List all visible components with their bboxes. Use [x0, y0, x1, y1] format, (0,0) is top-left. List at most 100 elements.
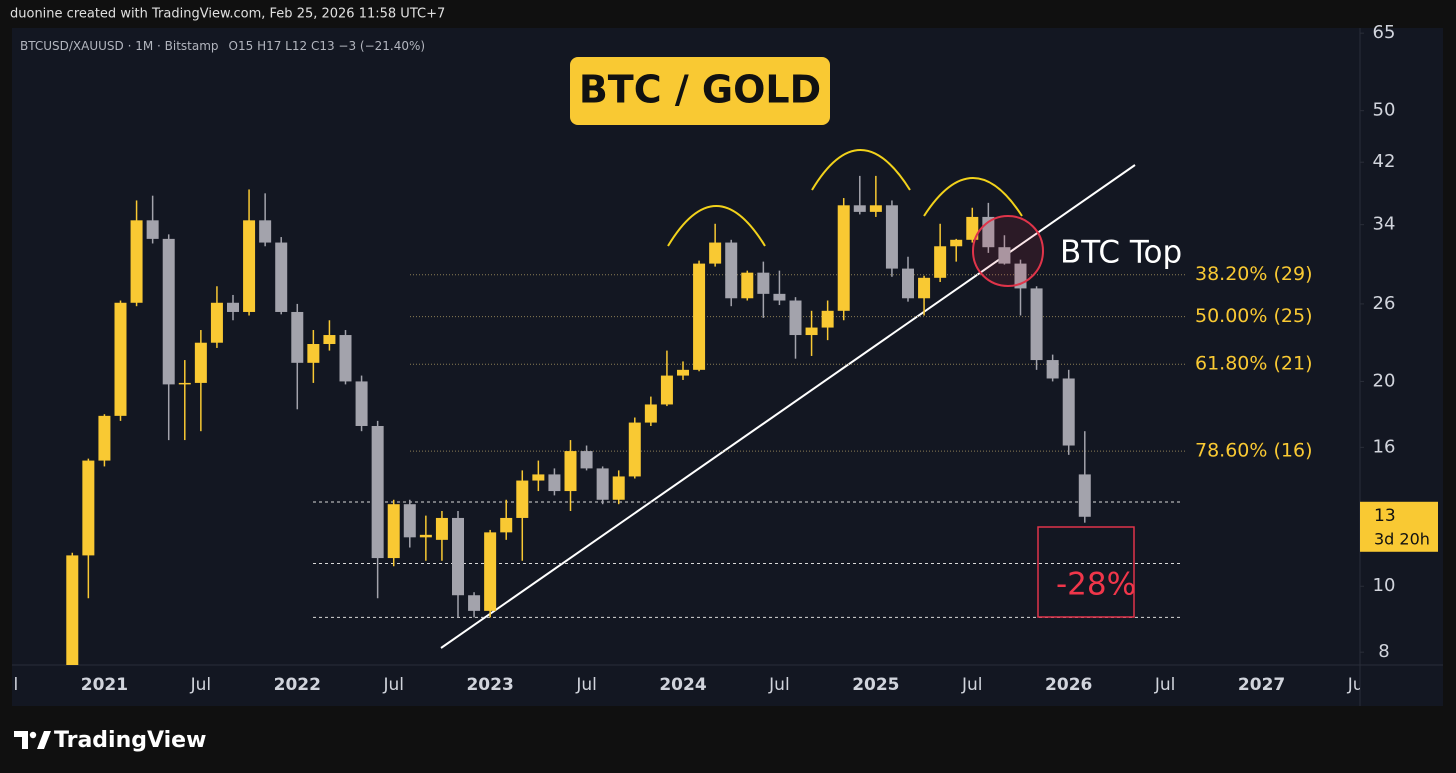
price-tag-value: 13 [1374, 506, 1396, 526]
candle-body [789, 300, 802, 336]
candle-body [837, 205, 850, 311]
candle-body [210, 302, 223, 343]
candle-body [98, 415, 111, 461]
credit: duonine created with TradingView.com, Fe… [10, 7, 445, 22]
ohlc-text: O15 H17 L12 C13 −3 (−21.40%) [229, 39, 426, 53]
candle-body [725, 242, 738, 299]
candle-body [452, 517, 464, 596]
candle-body [339, 335, 352, 382]
logo-mark [14, 731, 28, 749]
brand-name: TradingView [54, 728, 206, 753]
logo-dot [29, 731, 37, 739]
arc [667, 205, 766, 247]
price-tag-countdown: 3d 20h [1374, 529, 1430, 548]
candle-body [966, 216, 979, 240]
x-tick-label: Jul [961, 675, 983, 695]
candle-body [130, 220, 143, 303]
x-tick-label: 2024 [659, 675, 706, 695]
candle-body [580, 451, 593, 469]
x-axis: Jul 2021 Jul 2022 Jul 2023 Jul 2024 Jul 2025 Jul 20… [12, 675, 1369, 695]
candle-body [1078, 474, 1091, 517]
candle-body [468, 595, 481, 611]
overlays: -28% BTC Top [972, 215, 1182, 618]
candle-body [371, 425, 384, 559]
x-tick-label: 2023 [466, 675, 513, 695]
fib-label: 38.20% (29) [1195, 263, 1313, 285]
candle-body [227, 302, 239, 312]
chart-panel [12, 28, 1443, 706]
arc [923, 177, 1023, 217]
candle-body [66, 555, 79, 665]
top-label: BTC Top [1060, 235, 1182, 271]
candle-body [757, 272, 770, 294]
candle-body [805, 327, 818, 336]
candle-body [773, 293, 786, 301]
chart-title: BTC / GOLD [579, 68, 821, 112]
candle-body [869, 205, 882, 212]
logo-mark [37, 731, 51, 749]
arc [811, 149, 911, 191]
candle-body [291, 311, 304, 363]
y-tick-label: 65 [1373, 22, 1396, 43]
candle-body [885, 205, 898, 269]
candle-body [435, 517, 448, 540]
y-tick-label: 10 [1373, 575, 1396, 596]
candle-body [146, 220, 159, 239]
y-tick-label: 16 [1373, 436, 1396, 457]
x-tick-label: Jul [1347, 675, 1369, 695]
candle-body [853, 205, 866, 212]
y-tick-label: 8 [1378, 641, 1389, 662]
candle-body [677, 369, 689, 376]
y-tick-label: 50 [1373, 100, 1396, 121]
candle-body [709, 242, 722, 264]
candle-body [194, 342, 207, 383]
candle-body [596, 468, 609, 500]
candle-body [178, 382, 191, 385]
fib-label: 78.60% (16) [1195, 440, 1313, 462]
candle-body [628, 422, 641, 477]
candle-body [500, 517, 513, 533]
y-tick-label: 34 [1373, 214, 1396, 235]
candle-body [741, 272, 754, 299]
x-tick-label: Jul [1154, 675, 1176, 695]
candle-body [1030, 288, 1043, 361]
candle-body [918, 277, 931, 299]
candle-body [934, 246, 947, 278]
candle-body [259, 220, 272, 243]
candle-body [275, 242, 288, 312]
candle-body [1062, 378, 1075, 446]
candle-body [387, 504, 400, 559]
candle-body [1046, 360, 1059, 379]
x-tick-label: Jul [575, 675, 597, 695]
candle-body [902, 268, 914, 299]
y-tick-label: 20 [1373, 370, 1396, 391]
y-tick-label: 26 [1373, 293, 1396, 314]
title-box [570, 57, 830, 125]
candle-body [564, 451, 577, 492]
x-tick-label: 2022 [274, 675, 321, 695]
top-circle [972, 215, 1044, 287]
candle-body [644, 404, 657, 423]
candle-body [162, 238, 175, 385]
candles [66, 175, 1091, 665]
candle-body [419, 534, 432, 538]
candle-body [821, 310, 834, 328]
candle-body [484, 532, 497, 611]
x-tick-label: 2027 [1238, 675, 1285, 695]
candle-body [403, 504, 416, 538]
x-tick-label: Jul [382, 675, 404, 695]
x-tick-label: 2021 [81, 675, 128, 695]
fib-label: 50.00% (25) [1195, 305, 1313, 327]
candle-body [532, 474, 545, 481]
candle-body [548, 474, 561, 492]
brand: TradingView [14, 728, 206, 753]
candle-body [82, 460, 95, 556]
candle-body [612, 476, 625, 500]
drop-label: -28% [1056, 567, 1136, 603]
candle-body [243, 220, 256, 312]
price-tag [1360, 501, 1438, 552]
x-tick-label: 2025 [852, 675, 899, 695]
x-tick-label: Jul [768, 675, 790, 695]
fib-label: 61.80% (21) [1195, 353, 1313, 375]
